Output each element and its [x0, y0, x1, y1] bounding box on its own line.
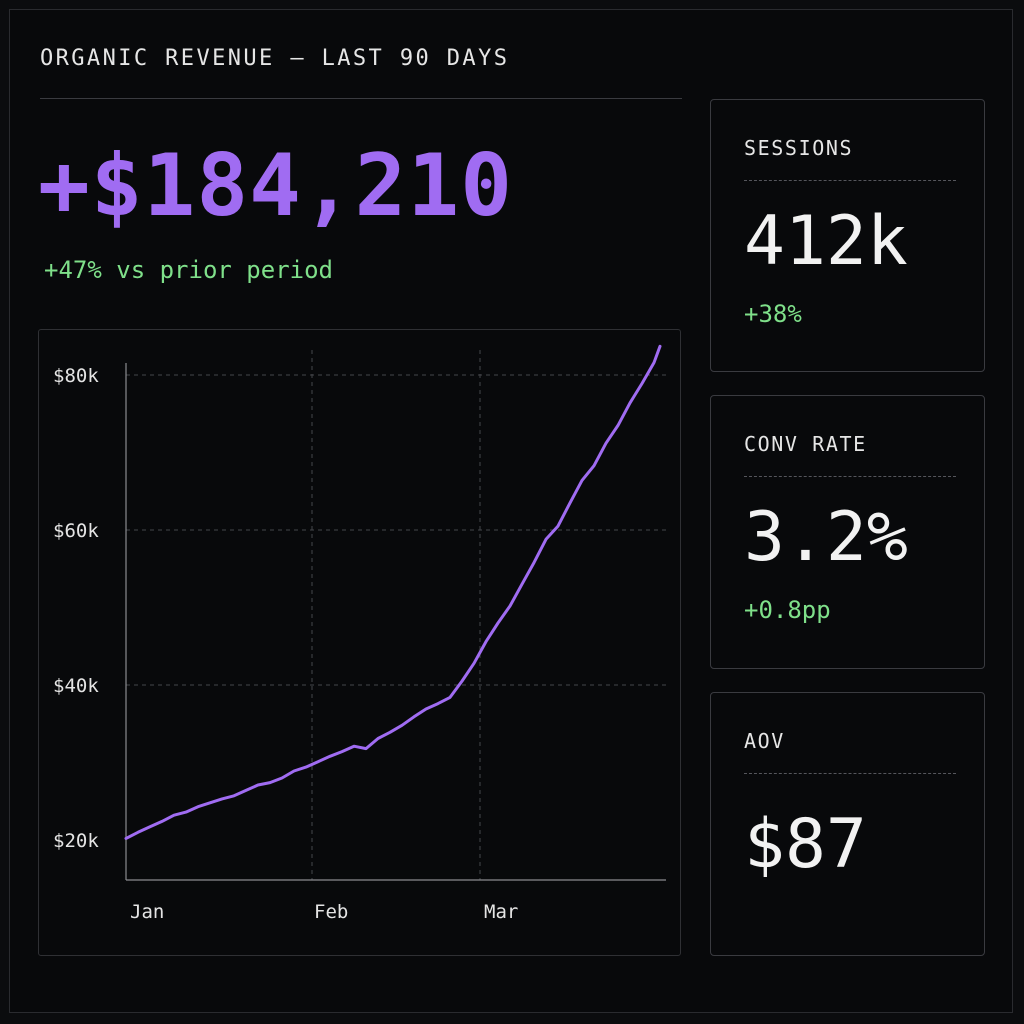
revenue-series-line — [124, 344, 662, 840]
conv-rate-value: 3.2% — [744, 498, 908, 577]
x-tick-label: Mar — [484, 901, 518, 923]
conv-rate-label: CONV RATE — [744, 432, 867, 456]
conv-rate-delta: +0.8pp — [744, 596, 831, 624]
aov-divider — [744, 773, 956, 774]
sessions-label: SESSIONS — [744, 136, 854, 160]
title-divider — [40, 98, 682, 99]
revenue-total: +$184,210 — [38, 136, 513, 236]
sessions-card: SESSIONS 412k +38% — [710, 99, 985, 372]
page-title: ORGANIC REVENUE — LAST 90 DAYS — [40, 46, 510, 71]
sessions-divider — [744, 180, 956, 181]
y-tick-label: $20k — [53, 830, 99, 852]
revenue-delta: +47% vs prior period — [44, 256, 333, 284]
y-tick-label: $60k — [53, 520, 99, 542]
conv-rate-card: CONV RATE 3.2% +0.8pp — [710, 395, 985, 669]
x-tick-label: Feb — [314, 901, 348, 923]
y-tick-label: $40k — [53, 675, 99, 697]
x-tick-label: Jan — [130, 901, 164, 923]
chart-grid — [126, 350, 666, 880]
revenue-line-chart: $20k $40k $60k $80k Jan Feb Mar — [53, 344, 666, 923]
chart-tick-labels: $20k $40k $60k $80k Jan Feb Mar — [53, 365, 518, 923]
sessions-delta: +38% — [744, 300, 802, 328]
chart-series — [124, 344, 662, 840]
conv-rate-divider — [744, 476, 956, 477]
aov-label: AOV — [744, 729, 785, 753]
aov-card: AOV $87 — [710, 692, 985, 956]
y-tick-label: $80k — [53, 365, 99, 387]
aov-value: $87 — [744, 805, 867, 884]
sessions-value: 412k — [744, 202, 908, 281]
revenue-chart-panel: $20k $40k $60k $80k Jan Feb Mar — [38, 329, 681, 956]
chart-axes — [125, 363, 666, 881]
